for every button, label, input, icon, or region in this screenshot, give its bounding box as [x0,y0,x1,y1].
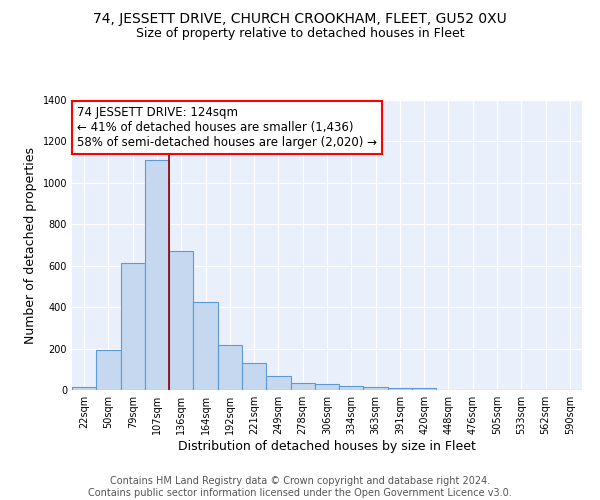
Bar [412,388,436,390]
Bar [169,251,193,390]
Bar [96,350,121,390]
Bar [290,383,315,390]
Bar [266,376,290,390]
Bar [145,160,169,390]
Bar [388,388,412,390]
Bar [218,346,242,390]
Bar [339,386,364,390]
Text: Size of property relative to detached houses in Fleet: Size of property relative to detached ho… [136,28,464,40]
Y-axis label: Number of detached properties: Number of detached properties [24,146,37,344]
Bar [193,302,218,390]
Text: 74, JESSETT DRIVE, CHURCH CROOKHAM, FLEET, GU52 0XU: 74, JESSETT DRIVE, CHURCH CROOKHAM, FLEE… [93,12,507,26]
Bar [315,384,339,390]
Bar [121,262,145,390]
Bar [364,388,388,390]
Text: Contains HM Land Registry data © Crown copyright and database right 2024.
Contai: Contains HM Land Registry data © Crown c… [88,476,512,498]
Bar [242,364,266,390]
X-axis label: Distribution of detached houses by size in Fleet: Distribution of detached houses by size … [178,440,476,453]
Text: 74 JESSETT DRIVE: 124sqm
← 41% of detached houses are smaller (1,436)
58% of sem: 74 JESSETT DRIVE: 124sqm ← 41% of detach… [77,106,377,149]
Bar [72,387,96,390]
